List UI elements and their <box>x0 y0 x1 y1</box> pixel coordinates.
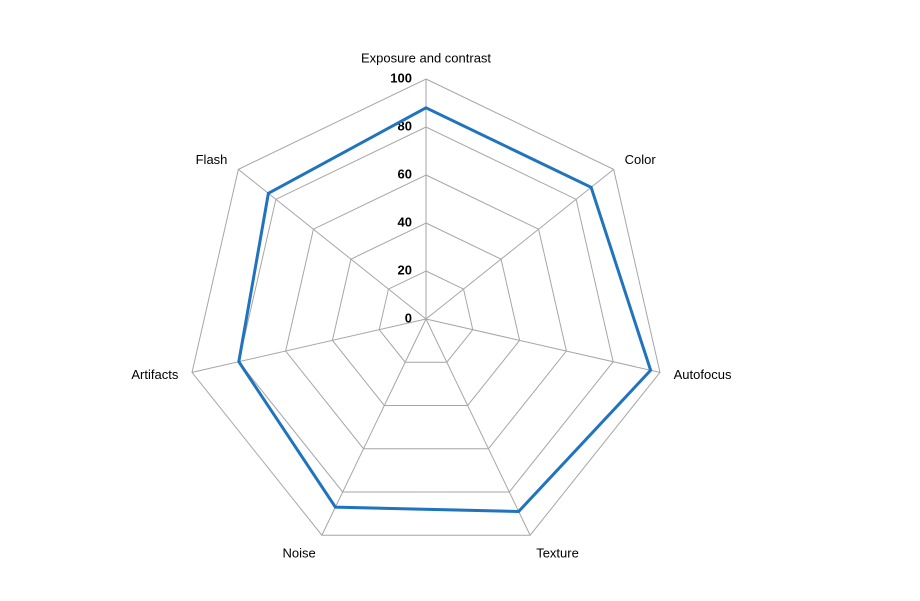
category-label: Flash <box>196 152 228 167</box>
axis-spoke <box>321 318 427 536</box>
category-label: Exposure and contrast <box>361 50 491 65</box>
category-label: Autofocus <box>674 367 732 382</box>
tick-label: 60 <box>398 166 412 181</box>
tick-label: 100 <box>390 70 412 85</box>
data-line <box>237 106 653 513</box>
axis-spoke <box>191 318 427 373</box>
grid-ring <box>285 174 567 450</box>
axis-spoke <box>425 318 531 536</box>
grid-ring <box>238 126 614 493</box>
category-label: Noise <box>283 545 316 560</box>
grid-ring <box>191 78 661 536</box>
grid-ring <box>378 270 474 363</box>
tick-label: 0 <box>405 310 412 325</box>
axis-spoke <box>425 318 661 373</box>
category-label: Artifacts <box>131 367 178 382</box>
tick-label: 40 <box>398 214 412 229</box>
grid-ring <box>331 222 521 406</box>
tick-label: 20 <box>398 262 412 277</box>
category-label: Color <box>625 152 657 167</box>
axis-spoke <box>425 168 614 320</box>
category-label: Texture <box>536 545 579 560</box>
axis-spoke <box>238 168 427 320</box>
